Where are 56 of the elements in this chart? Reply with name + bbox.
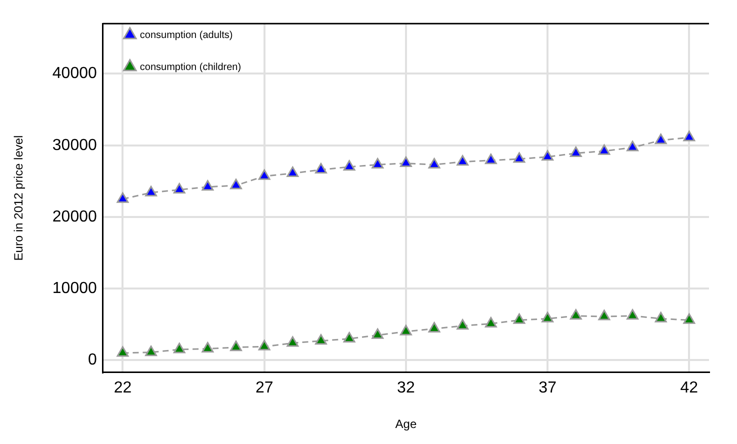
point — [456, 155, 469, 166]
point — [400, 156, 412, 168]
point — [598, 310, 610, 320]
y-tick-label: 40000 — [52, 65, 97, 82]
point — [428, 322, 440, 332]
legend-label: consumption (adults) — [140, 30, 233, 41]
point — [230, 178, 242, 190]
y-tick-label: 0 — [88, 352, 97, 369]
point — [173, 183, 186, 194]
point — [343, 160, 356, 171]
point — [258, 340, 270, 350]
point — [286, 336, 299, 347]
y-tick-label: 10000 — [52, 280, 97, 298]
point — [116, 192, 129, 203]
point — [230, 340, 242, 352]
point — [542, 150, 554, 161]
x-axis-title: Age — [395, 417, 417, 432]
x-tick-label: 42 — [680, 379, 698, 396]
y-tick-label: 30000 — [52, 136, 97, 154]
point — [570, 309, 582, 320]
point — [542, 312, 554, 322]
point — [202, 342, 214, 353]
point — [683, 130, 696, 142]
point — [626, 309, 638, 320]
point — [173, 342, 186, 354]
point — [145, 346, 157, 356]
point — [654, 312, 667, 322]
x-tick-label: 27 — [255, 379, 274, 396]
point — [286, 166, 299, 178]
point — [428, 158, 440, 168]
point — [654, 134, 667, 144]
point — [116, 346, 129, 357]
point — [513, 313, 526, 324]
point — [315, 334, 327, 345]
point — [456, 319, 469, 330]
y-axis-title: Euro in 2012 price level — [12, 135, 26, 261]
point — [598, 144, 610, 155]
point — [484, 154, 497, 164]
x-tick-label: 22 — [114, 379, 132, 396]
point — [372, 158, 384, 168]
point — [683, 313, 696, 324]
point — [258, 169, 270, 180]
legend-label: consumption (children) — [140, 62, 242, 73]
point — [202, 180, 214, 191]
x-tick-label: 32 — [397, 379, 415, 396]
point — [513, 152, 526, 163]
point — [315, 162, 327, 174]
x-tick-label: 37 — [538, 379, 557, 396]
point — [372, 328, 384, 339]
point — [343, 332, 356, 342]
point — [626, 140, 638, 152]
point — [570, 146, 582, 157]
point — [400, 324, 412, 336]
y-tick-label: 20000 — [52, 208, 97, 226]
point — [145, 186, 157, 196]
point — [484, 316, 497, 328]
